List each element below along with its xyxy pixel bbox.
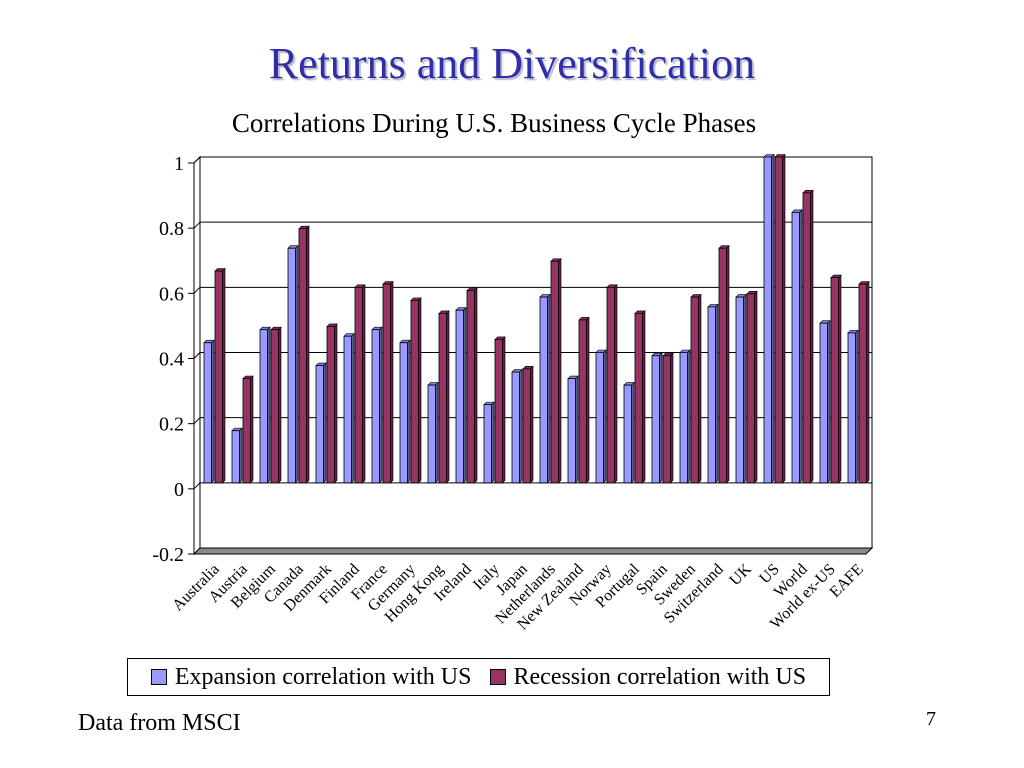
legend-label-recession: Recession correlation with US: [513, 663, 807, 690]
bar: [242, 378, 251, 484]
bar: [718, 247, 727, 484]
chart-floor: [192, 547, 874, 555]
bar: [259, 329, 268, 484]
gridline-side: [193, 221, 201, 229]
bar: [606, 286, 615, 484]
bar: [567, 378, 576, 484]
bar: [847, 332, 856, 484]
bar: [830, 277, 839, 484]
legend-swatch-expansion: [150, 669, 167, 685]
y-tick-label: -0.2: [152, 544, 184, 566]
legend-label-expansion: Expansion correlation with US: [174, 663, 472, 690]
slide-title: Returns and Diversification: [268, 39, 756, 88]
bar: [651, 355, 660, 484]
gridline-side: [193, 482, 201, 490]
bar: [746, 293, 755, 484]
y-tick-label: 0: [174, 479, 184, 501]
bar: [634, 312, 643, 484]
bar: [690, 296, 699, 484]
bar: [231, 430, 240, 484]
bar: [595, 352, 604, 484]
y-tick-label: 0.2: [159, 414, 184, 436]
bar: [298, 228, 307, 484]
legend-item-recession: Recession correlation with US: [489, 663, 807, 691]
footer-source: Data from MSCI: [78, 710, 241, 736]
gridline-side: [193, 352, 201, 359]
bar: [455, 309, 464, 484]
bar: [326, 326, 335, 484]
bar: [774, 156, 783, 484]
legend-item-expansion: Expansion correlation with US: [150, 663, 472, 691]
bar: [483, 404, 492, 484]
bar: [522, 368, 531, 484]
bar: [354, 286, 363, 484]
bar: [623, 384, 632, 484]
y-tick-label: 0.6: [159, 283, 184, 305]
gridline-side: [193, 417, 201, 425]
bar: [399, 342, 408, 484]
bar: [578, 319, 587, 484]
bar: [791, 211, 800, 484]
bar: [270, 329, 279, 484]
bar: [858, 283, 867, 484]
y-tick-label: 0.4: [159, 349, 184, 371]
bar: [511, 371, 520, 484]
legend-swatch-recession: [489, 669, 506, 685]
y-tick-label: 0.8: [159, 218, 184, 240]
bar: [343, 335, 352, 484]
bar: [382, 283, 391, 484]
bar: [371, 329, 380, 484]
bar: [438, 312, 447, 484]
bar: [819, 322, 828, 484]
bar: [287, 247, 296, 484]
bar: [427, 384, 436, 484]
bar: [539, 296, 548, 484]
y-tick-label: 1: [174, 153, 184, 175]
chart-title: Correlations During U.S. Business Cycle …: [231, 108, 757, 138]
bar: [315, 365, 324, 484]
bar: [763, 156, 772, 484]
bar: [735, 296, 744, 484]
bar: [494, 339, 503, 484]
bar: [707, 306, 716, 484]
chart-legend: Expansion correlation with US Recession …: [127, 658, 830, 696]
bar: [550, 260, 559, 484]
bar: [662, 355, 671, 484]
gridline-side: [193, 286, 201, 294]
bar: [410, 299, 419, 484]
bar: [214, 270, 223, 484]
bar: [203, 342, 212, 484]
bar: [679, 352, 688, 484]
page-number: 7: [926, 708, 936, 730]
bar: [802, 192, 811, 484]
x-tick-label: UK: [726, 560, 755, 589]
bar: [466, 290, 475, 484]
gridline-side: [193, 156, 201, 164]
